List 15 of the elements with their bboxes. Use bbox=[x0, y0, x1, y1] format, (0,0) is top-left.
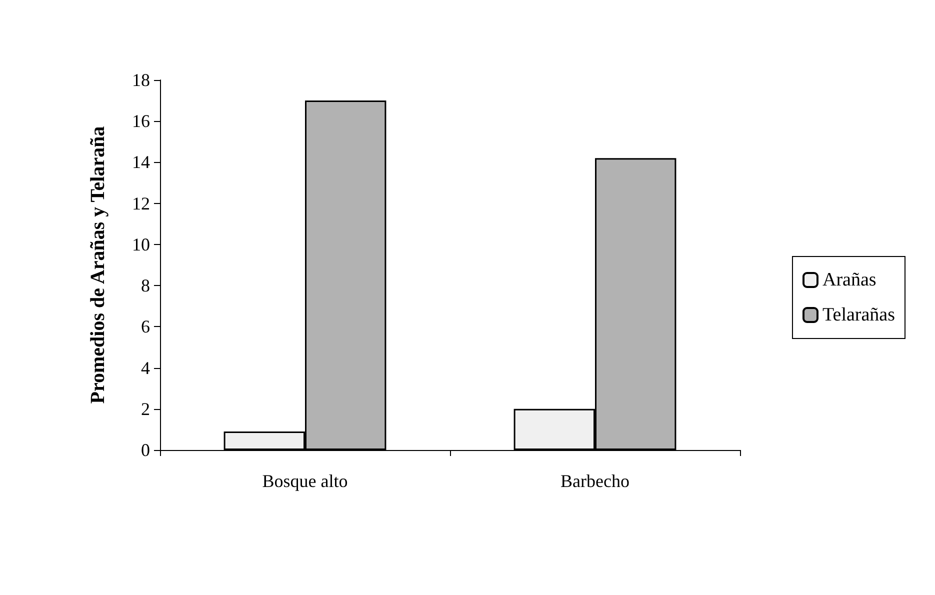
y-tick-label: 6 bbox=[141, 316, 150, 337]
y-tick-label: 0 bbox=[141, 440, 150, 460]
x-tick-label: Barbecho bbox=[560, 471, 630, 491]
y-tick-label: 10 bbox=[132, 234, 150, 254]
y-tick-label: 16 bbox=[132, 111, 150, 132]
y-tick-label: 4 bbox=[141, 358, 150, 378]
y-axis-title: Promedios de Arañas y Telaraña bbox=[87, 126, 109, 404]
legend-label: Telarañas bbox=[822, 304, 896, 326]
x-tick-label: Bosque alto bbox=[262, 471, 348, 491]
y-tick-label: 12 bbox=[132, 193, 150, 214]
y-tick-label: 8 bbox=[141, 276, 150, 296]
y-tick-label: 18 bbox=[132, 70, 150, 90]
y-tick-label: 2 bbox=[141, 398, 150, 419]
y-tick-label: 14 bbox=[132, 152, 150, 172]
legend-label: Arañas bbox=[822, 270, 876, 290]
